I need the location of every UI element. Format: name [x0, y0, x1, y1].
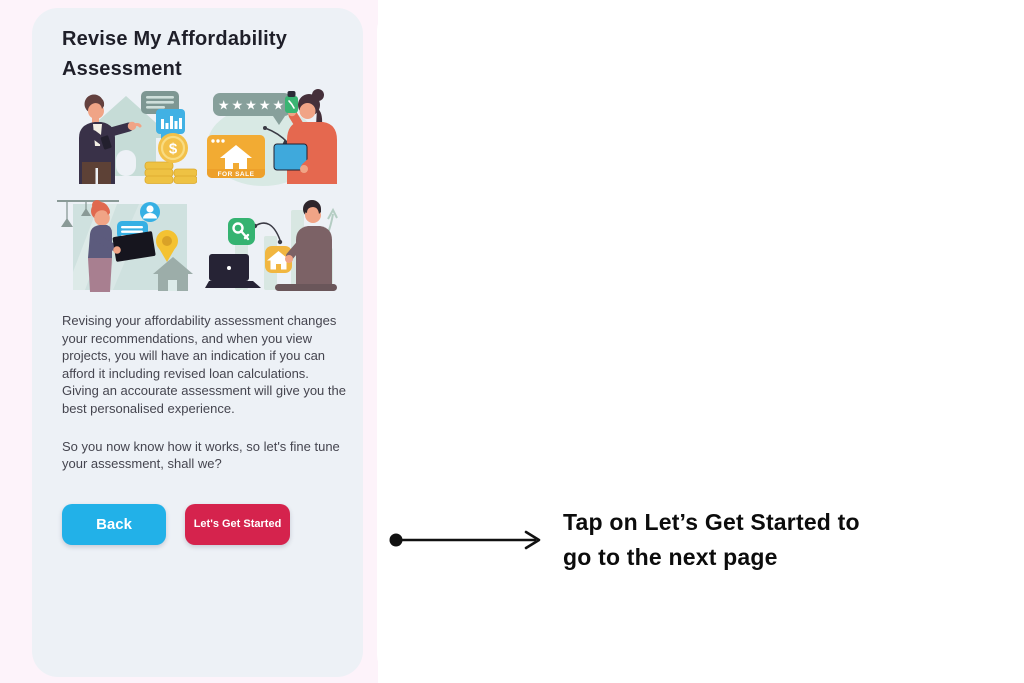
- buyer-person: [275, 200, 337, 291]
- location-pin-icon: [156, 230, 178, 262]
- annotation-line-2: go to the next page: [563, 544, 778, 570]
- illustration-grid: $: [55, 88, 343, 298]
- five-star-listing-illustration: ★★★★★ FOR SALE: [207, 89, 337, 186]
- back-button[interactable]: Back: [62, 503, 166, 545]
- rating-stars-icon: ★★★★★: [213, 93, 291, 125]
- annotation-arrow-icon: [389, 530, 541, 550]
- page-title: Revise My Affordability Assessment: [62, 28, 288, 80]
- lets-get-started-button[interactable]: Let's Get Started: [185, 503, 290, 545]
- coin-stack-icon: [144, 161, 197, 184]
- house-app-icon: [265, 246, 292, 273]
- svg-text:★★★★★: ★★★★★: [218, 98, 286, 113]
- agent-house-coins-illustration: $: [79, 91, 197, 184]
- button-row: Back Let's Get Started: [62, 503, 333, 545]
- annotation-line-1: Tap on Let’s Get Started to: [563, 509, 860, 535]
- svg-text:$: $: [169, 141, 178, 158]
- annotation-text: Tap on Let’s Get Started to go to the ne…: [563, 505, 860, 575]
- agent-person: [79, 94, 142, 184]
- tablet-icon: [273, 143, 308, 171]
- description-paragraph: Revising your affordability assessment c…: [62, 313, 346, 416]
- right-white-panel: [377, 8, 1024, 677]
- cta-paragraph: So you now know how it works, so let's f…: [62, 438, 340, 472]
- laptop-icon: [205, 254, 261, 288]
- for-sale-card-icon: FOR SALE: [207, 135, 265, 178]
- gray-house-icon: [153, 257, 193, 291]
- phone-screen-card: Revise My Affordability Assessment: [32, 8, 363, 677]
- reviewer-person: [273, 89, 337, 184]
- message-icon: [141, 91, 179, 114]
- pendant-lamps-icon: [57, 200, 119, 227]
- svg-text:FOR SALE: FOR SALE: [218, 171, 255, 178]
- laptop-icon: [112, 231, 156, 262]
- home-search-illustration: [57, 200, 193, 292]
- dollar-coin-icon: $: [158, 133, 188, 163]
- key-icon: [228, 218, 255, 245]
- unlock-home-illustration: [205, 200, 338, 291]
- searcher-person: [88, 200, 156, 292]
